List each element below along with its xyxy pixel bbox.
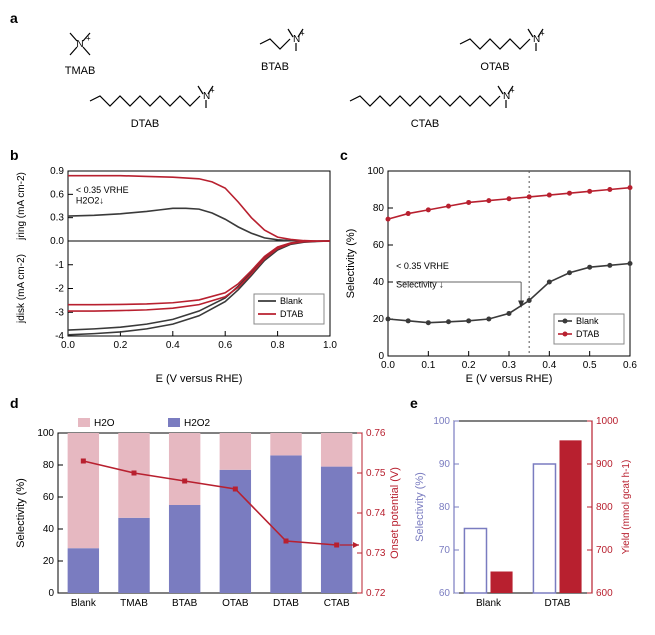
svg-text:70: 70 — [439, 545, 451, 556]
svg-text:0.3: 0.3 — [50, 213, 64, 224]
svg-text:0.9: 0.9 — [50, 166, 64, 177]
chart-b-svg: 0.00.20.40.60.81.0E (V versus RHE)0.00.3… — [10, 163, 340, 388]
panel-b-label: b — [10, 147, 340, 163]
chart-d-svg: 0 20 40 60 80 100 Selectivity (%) 0.72 0.73 0.74 0… — [10, 411, 410, 621]
svg-text:0.4: 0.4 — [166, 340, 180, 351]
chart-e-svg: 60 70 80 90 100 Selectivity (%) 600 700 800 900 10… — [410, 411, 640, 621]
svg-text:H2O: H2O — [94, 418, 115, 429]
svg-text:N: N — [76, 39, 83, 50]
svg-text:Selectivity (%): Selectivity (%) — [345, 229, 357, 299]
panel-d: d 0 20 40 60 80 100 Selectivity (%) 0.72 0.73 0.7… — [10, 395, 410, 624]
svg-text:H2O2: H2O2 — [184, 418, 211, 429]
svg-text:DTAB: DTAB — [273, 598, 299, 609]
svg-text:0.75: 0.75 — [366, 468, 386, 479]
svg-text:Yield (mmol gcat h-1): Yield (mmol gcat h-1) — [621, 460, 632, 555]
svg-text:100: 100 — [433, 416, 450, 427]
svg-text:100: 100 — [367, 166, 384, 177]
svg-text:0.6: 0.6 — [623, 360, 637, 371]
svg-text:-1: -1 — [55, 260, 64, 271]
panel-c-label: c — [340, 147, 640, 163]
panel-a: a N+TMABN+BTABN+OTABN+DTABN+CTAB — [10, 10, 645, 139]
svg-text:0.73: 0.73 — [366, 548, 386, 559]
svg-text:CTAB: CTAB — [411, 118, 440, 130]
svg-text:0.5: 0.5 — [583, 360, 597, 371]
svg-text:H2O2↓: H2O2↓ — [76, 196, 104, 206]
svg-text:0.1: 0.1 — [421, 360, 435, 371]
svg-text:BTAB: BTAB — [172, 598, 198, 609]
svg-text:20: 20 — [43, 556, 55, 567]
svg-text:Selectivity (%): Selectivity (%) — [15, 478, 27, 548]
svg-text:0.2: 0.2 — [462, 360, 476, 371]
svg-text:100: 100 — [37, 428, 54, 439]
svg-text:80: 80 — [43, 460, 55, 471]
svg-text:OTAB: OTAB — [480, 61, 509, 73]
svg-text:< 0.35 VRHE: < 0.35 VRHE — [396, 261, 449, 271]
svg-text:Blank: Blank — [71, 598, 97, 609]
svg-text:jring (mA cm-2): jring (mA cm-2) — [16, 172, 27, 241]
svg-text:Blank: Blank — [476, 598, 502, 609]
svg-text:OTAB: OTAB — [222, 598, 249, 609]
svg-text:0.8: 0.8 — [271, 340, 285, 351]
svg-text:Blank: Blank — [280, 296, 303, 306]
svg-text:Onset potential (V): Onset potential (V) — [389, 467, 401, 559]
svg-text:900: 900 — [596, 459, 613, 470]
svg-text:Selectivity ↓: Selectivity ↓ — [396, 280, 444, 290]
svg-text:0: 0 — [48, 588, 54, 599]
svg-text:Blank: Blank — [576, 316, 599, 326]
svg-text:60: 60 — [439, 588, 451, 599]
svg-text:80: 80 — [439, 502, 451, 513]
svg-text:800: 800 — [596, 502, 613, 513]
svg-text:1.0: 1.0 — [323, 340, 337, 351]
svg-text:0.3: 0.3 — [502, 360, 516, 371]
svg-text:40: 40 — [373, 277, 385, 288]
svg-text:-2: -2 — [55, 284, 64, 295]
svg-text:0: 0 — [378, 351, 384, 362]
panel-a-label: a — [10, 10, 645, 26]
svg-text:DTAB: DTAB — [280, 309, 303, 319]
svg-text:TMAB: TMAB — [120, 598, 148, 609]
svg-text:60: 60 — [43, 492, 55, 503]
panel-d-label: d — [10, 395, 410, 411]
molecules-svg: N+TMABN+BTABN+OTABN+DTABN+CTAB — [10, 26, 630, 136]
svg-text:Selectivity (%): Selectivity (%) — [414, 472, 426, 542]
svg-text:DTAB: DTAB — [576, 329, 599, 339]
svg-text:700: 700 — [596, 545, 613, 556]
svg-text:TMAB: TMAB — [65, 65, 96, 77]
svg-text:0.6: 0.6 — [218, 340, 232, 351]
chart-c-svg: 0.00.10.20.30.40.50.6020406080100E (V ve… — [340, 163, 640, 388]
svg-text:80: 80 — [373, 203, 385, 214]
svg-text:0.4: 0.4 — [542, 360, 556, 371]
svg-text:20: 20 — [373, 314, 385, 325]
svg-text:CTAB: CTAB — [324, 598, 350, 609]
svg-text:0.0: 0.0 — [50, 236, 64, 247]
panel-b: b 0.00.20.40.60.81.0E (V versus RHE)0.00… — [10, 147, 340, 391]
svg-text:DTAB: DTAB — [131, 118, 160, 130]
svg-text:40: 40 — [43, 524, 55, 535]
svg-text:E (V versus RHE): E (V versus RHE) — [156, 373, 243, 385]
panel-e: e 60 70 80 90 100 Selectivity (%) 600 700 800 900… — [410, 395, 640, 624]
svg-text:0.72: 0.72 — [366, 588, 386, 599]
svg-text:60: 60 — [373, 240, 385, 251]
svg-text:0.76: 0.76 — [366, 428, 386, 439]
panel-c: c 0.00.10.20.30.40.50.6020406080100E (V … — [340, 147, 640, 391]
svg-text:1000: 1000 — [596, 416, 619, 427]
svg-text:0.2: 0.2 — [113, 340, 127, 351]
svg-text:0.74: 0.74 — [366, 508, 386, 519]
svg-text:< 0.35 VRHE: < 0.35 VRHE — [76, 185, 129, 195]
svg-text:-4: -4 — [55, 331, 64, 342]
svg-text:600: 600 — [596, 588, 613, 599]
panel-e-label: e — [410, 395, 640, 411]
svg-text:90: 90 — [439, 459, 451, 470]
svg-text:0.6: 0.6 — [50, 189, 64, 200]
svg-text:jdisk (mA cm-2): jdisk (mA cm-2) — [16, 254, 27, 324]
svg-text:BTAB: BTAB — [261, 61, 289, 73]
svg-text:DTAB: DTAB — [545, 598, 571, 609]
svg-text:E (V versus RHE): E (V versus RHE) — [466, 373, 553, 385]
svg-text:-3: -3 — [55, 307, 64, 318]
